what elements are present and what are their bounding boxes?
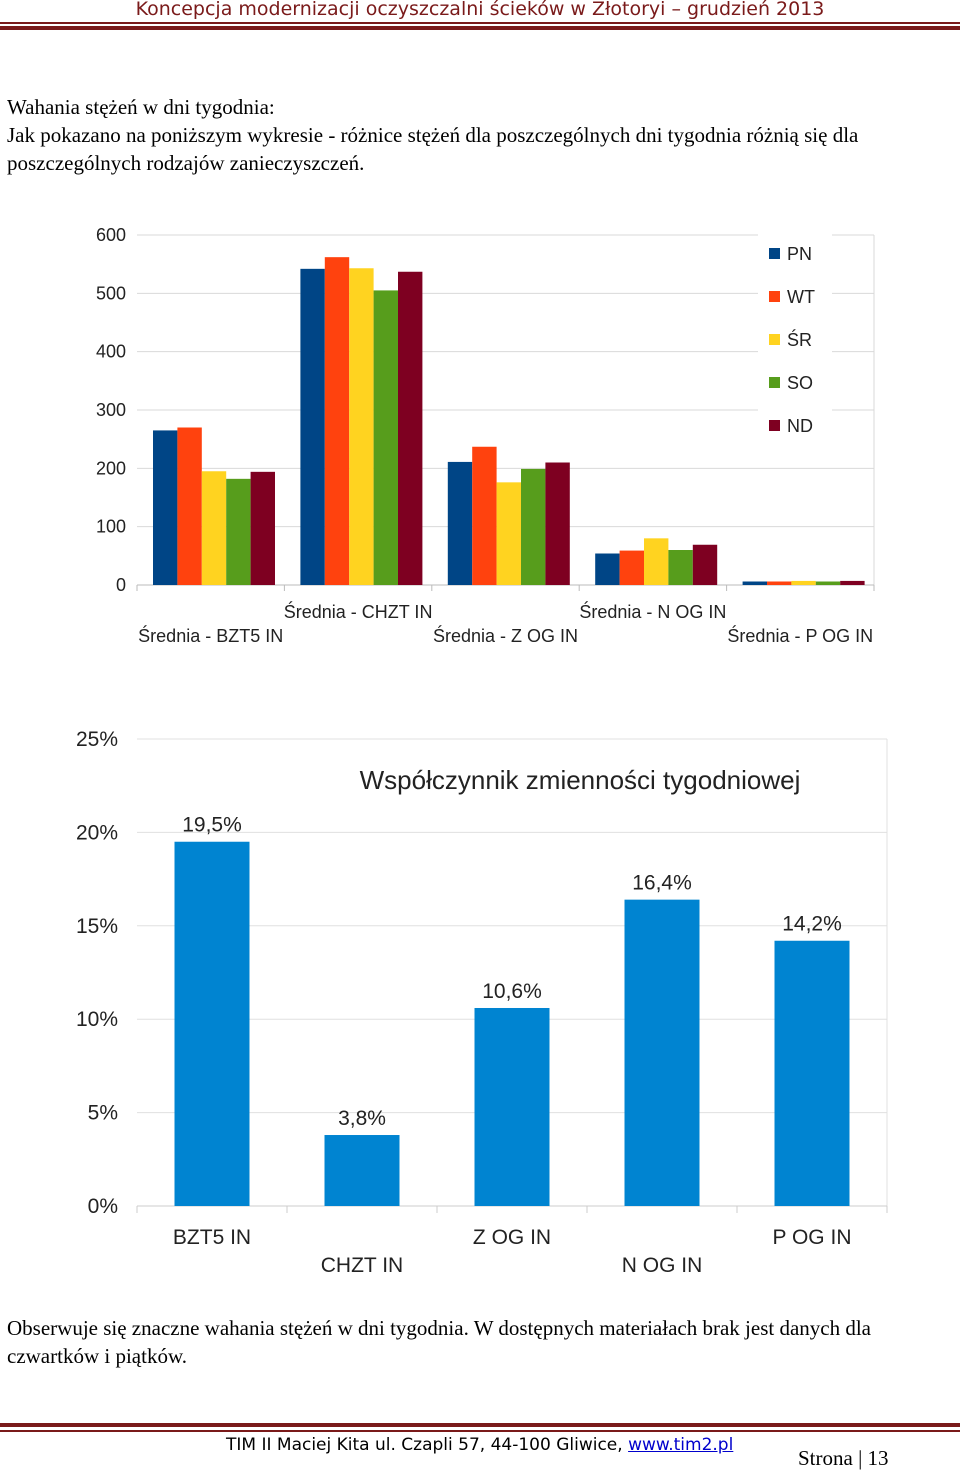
y-tick-label: 10% bbox=[76, 1008, 118, 1031]
data-label: 19,5% bbox=[182, 814, 242, 837]
bar-śr bbox=[201, 471, 227, 585]
y-tick-label: 25% bbox=[76, 728, 118, 751]
header-rule-thick bbox=[0, 26, 960, 30]
bar-pn bbox=[595, 553, 620, 585]
page-prefix: Strona | bbox=[798, 1446, 868, 1470]
y-tick-label: 600 bbox=[96, 225, 126, 245]
data-label: 16,4% bbox=[632, 872, 692, 895]
bar-wt bbox=[472, 446, 497, 585]
x-category-label: CHZT IN bbox=[321, 1254, 403, 1277]
footer-link[interactable]: www.tim2.pl bbox=[628, 1435, 734, 1455]
bar-so bbox=[668, 550, 693, 585]
legend-label: WT bbox=[787, 287, 815, 307]
concentration-chart: 0 100 200 300 400 500 600 Średnia - BZT5 IN Śred… bbox=[0, 215, 960, 655]
bar bbox=[474, 1007, 550, 1206]
bar-wt bbox=[177, 427, 202, 585]
chart-title: Współczynnik zmienności tygodniowej bbox=[360, 765, 801, 795]
bar-nd bbox=[840, 580, 865, 585]
bar-pn bbox=[300, 268, 325, 585]
legend-swatch bbox=[769, 377, 780, 388]
y-tick-label: 5% bbox=[88, 1102, 118, 1125]
y-tick-label: 15% bbox=[76, 915, 118, 938]
bar-śr bbox=[496, 482, 521, 585]
data-label: 14,2% bbox=[782, 913, 842, 936]
closing-paragraph: Obserwuje się znaczne wahania stężeń w d… bbox=[7, 1316, 871, 1368]
footer-address: TIM II Maciej Kita ul. Czapli 57, 44-100… bbox=[226, 1435, 733, 1455]
bar-wt bbox=[324, 257, 350, 585]
x-category-label: Średnia - P OG IN bbox=[727, 625, 873, 646]
y-tick-label: 500 bbox=[96, 283, 126, 303]
x-category-label: Z OG IN bbox=[473, 1226, 551, 1249]
bar-pn bbox=[153, 430, 178, 585]
bar-pn bbox=[447, 461, 473, 585]
x-category-label: Średnia - CHZT IN bbox=[284, 601, 433, 622]
variation-chart-svg: 0% 5% 10% 15% 20% 25% Współczynnik zmienności … bbox=[76, 728, 888, 1277]
legend-swatch bbox=[769, 291, 780, 302]
x-category-label: Średnia - N OG IN bbox=[579, 601, 726, 622]
data-label: 10,6% bbox=[482, 980, 542, 1003]
legend-swatch bbox=[769, 248, 780, 259]
bar-pn bbox=[742, 581, 767, 585]
bar-śr bbox=[644, 538, 669, 585]
bar bbox=[774, 940, 850, 1206]
bar-nd bbox=[398, 271, 423, 585]
running-header: Koncepcja modernizacji oczyszczalni ście… bbox=[135, 0, 825, 20]
y-tick-label: 20% bbox=[76, 821, 118, 844]
legend-label: ND bbox=[787, 416, 813, 436]
data-label: 3,8% bbox=[338, 1107, 386, 1130]
legend-label: ŚR bbox=[787, 329, 812, 350]
bar bbox=[174, 841, 250, 1206]
bar-śr bbox=[791, 580, 816, 585]
bar-so bbox=[815, 581, 841, 585]
footer-rule-thick bbox=[0, 1423, 960, 1427]
bar-so bbox=[226, 478, 251, 585]
y-tick-label: 200 bbox=[96, 458, 126, 478]
bar-wt bbox=[619, 550, 644, 585]
x-category-label: N OG IN bbox=[622, 1254, 703, 1277]
bar bbox=[624, 899, 700, 1206]
y-tick-label: 0% bbox=[88, 1195, 118, 1218]
x-category-label: Średnia - BZT5 IN bbox=[138, 625, 283, 646]
bar bbox=[324, 1135, 400, 1206]
bar-so bbox=[373, 290, 398, 585]
y-tick-label: 0 bbox=[116, 575, 126, 595]
variation-chart: 0% 5% 10% 15% 20% 25% Współczynnik zmienności … bbox=[0, 720, 960, 1290]
bar-nd bbox=[692, 544, 718, 585]
bar-nd bbox=[250, 471, 275, 585]
x-category-label: Średnia - Z OG IN bbox=[433, 625, 578, 646]
bar-so bbox=[521, 468, 546, 585]
y-tick-label: 300 bbox=[96, 400, 126, 420]
y-tick-label: 100 bbox=[96, 517, 126, 537]
intro-heading: Wahania stężeń w dni tygodnia: bbox=[7, 95, 275, 119]
y-tick-label: 400 bbox=[96, 342, 126, 362]
page-number-value: 13 bbox=[867, 1446, 889, 1470]
header-rule-thin bbox=[0, 22, 960, 24]
page-number: Strona | 13 bbox=[798, 1446, 889, 1471]
bar-wt bbox=[767, 581, 792, 585]
footer-rule-thin bbox=[0, 1430, 960, 1432]
x-category-label: P OG IN bbox=[773, 1226, 852, 1249]
legend-swatch bbox=[769, 334, 780, 345]
legend-label: PN bbox=[787, 244, 812, 264]
bar-nd bbox=[545, 462, 570, 585]
intro-paragraph: Jak pokazano na poniższym wykresie - róż… bbox=[7, 123, 859, 175]
bar-śr bbox=[349, 268, 374, 585]
legend-swatch bbox=[769, 420, 780, 431]
footer-text: TIM II Maciej Kita ul. Czapli 57, 44-100… bbox=[226, 1435, 629, 1455]
x-category-label: BZT5 IN bbox=[173, 1226, 251, 1249]
legend-label: SO bbox=[787, 373, 813, 393]
